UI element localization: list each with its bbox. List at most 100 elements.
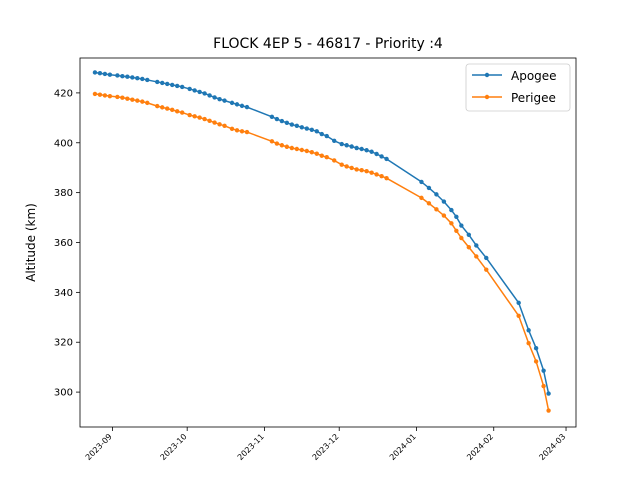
perigee-point xyxy=(299,147,305,153)
apogee-point xyxy=(160,80,165,86)
series-layer xyxy=(92,70,551,413)
perigee-point xyxy=(319,153,324,158)
perigee-point xyxy=(284,144,290,149)
apogee-point xyxy=(419,179,424,185)
perigee-point xyxy=(449,221,454,226)
apogee-point xyxy=(279,118,285,124)
perigee-point xyxy=(274,141,280,146)
apogee-point xyxy=(449,207,454,213)
perigee-point xyxy=(187,112,192,118)
apogee-point xyxy=(212,95,217,100)
perigee-point xyxy=(244,129,250,135)
apogee-point xyxy=(229,100,235,106)
perigee-point xyxy=(379,173,384,179)
apogee-point xyxy=(269,114,275,120)
apogee-point xyxy=(217,96,222,102)
perigee-point xyxy=(339,162,344,167)
perigee-point xyxy=(160,105,165,110)
perigee-point xyxy=(175,109,180,114)
perigee-point xyxy=(125,96,130,101)
perigee-point xyxy=(324,155,329,160)
perigee-point xyxy=(304,148,310,154)
apogee-point xyxy=(299,125,305,130)
apogee-point xyxy=(533,346,539,351)
apogee-point xyxy=(197,89,202,95)
apogee-point xyxy=(239,103,245,109)
apogee-point xyxy=(344,143,349,148)
perigee-point xyxy=(294,146,300,152)
perigee-point xyxy=(516,313,521,318)
perigee-point xyxy=(289,145,295,151)
apogee-point xyxy=(516,300,521,306)
perigee-point xyxy=(207,118,212,124)
perigee-point xyxy=(102,93,108,98)
perigee-point xyxy=(120,95,125,100)
apogee-point xyxy=(546,391,551,396)
perigee-point xyxy=(454,228,459,233)
perigee-point xyxy=(364,168,369,174)
perigee-point xyxy=(135,98,140,103)
apogee-point xyxy=(459,223,464,228)
apogee-point xyxy=(207,93,212,98)
perigee-point xyxy=(279,143,285,148)
x-tick-label: 2023-09 xyxy=(84,432,114,462)
apogee-point xyxy=(324,133,329,139)
legend-perigee-marker-icon xyxy=(484,94,490,100)
perigee-point xyxy=(546,408,551,413)
apogee-point xyxy=(384,156,389,162)
apogee-point xyxy=(175,83,180,89)
apogee-point xyxy=(541,368,546,373)
legend: Apogee Perigee xyxy=(465,63,571,112)
perigee-point xyxy=(349,165,354,171)
apogee-point xyxy=(466,232,472,237)
apogee-point xyxy=(170,82,175,88)
perigee-point xyxy=(197,115,202,120)
apogee-point xyxy=(354,145,359,151)
y-tick-label: 400 xyxy=(54,138,73,149)
x-tick-label: 2024-02 xyxy=(465,432,495,462)
perigee-point xyxy=(459,235,464,241)
perigee-point xyxy=(426,201,432,206)
perigee-point xyxy=(145,100,150,106)
apogee-point xyxy=(454,214,459,220)
perigee-point xyxy=(332,158,337,163)
apogee-point xyxy=(289,122,295,127)
perigee-point xyxy=(170,107,175,113)
apogee-point xyxy=(441,199,447,204)
apogee-point xyxy=(102,71,108,77)
apogee-point xyxy=(107,72,113,77)
apogee-point xyxy=(319,131,324,137)
perigee-point xyxy=(212,120,217,125)
apogee-point xyxy=(234,102,240,107)
apogee-point xyxy=(202,91,207,96)
apogee-point xyxy=(284,120,290,126)
perigee-point xyxy=(202,116,207,122)
apogee-point xyxy=(192,88,197,93)
x-tick-label: 2023-11 xyxy=(236,432,266,462)
y-tick-label: 340 xyxy=(54,288,73,299)
apogee-point xyxy=(187,86,192,92)
perigee-point xyxy=(92,91,98,97)
apogee-point xyxy=(140,76,145,82)
apogee-point xyxy=(155,79,160,85)
perigee-point xyxy=(179,110,185,115)
apogee-point xyxy=(304,126,310,131)
perigee-point xyxy=(344,164,349,169)
y-tick-label: 300 xyxy=(54,388,73,399)
chart-title: FLOCK 4EP 5 - 46817 - Priority :4 xyxy=(213,36,443,52)
x-tick-label: 2024-01 xyxy=(388,432,418,462)
apogee-point xyxy=(314,129,319,134)
apogee-point xyxy=(294,123,300,129)
perigee-point xyxy=(434,207,439,212)
apogee-line xyxy=(94,71,550,394)
apogee-point xyxy=(364,148,369,153)
apogee-point xyxy=(474,243,479,248)
perigee-point xyxy=(217,122,222,127)
perigee-point xyxy=(269,139,275,144)
perigee-point xyxy=(222,123,227,129)
apogee-point xyxy=(274,116,280,122)
perigee-point xyxy=(526,341,531,346)
perigee-series xyxy=(92,91,551,413)
apogee-point xyxy=(426,185,432,191)
